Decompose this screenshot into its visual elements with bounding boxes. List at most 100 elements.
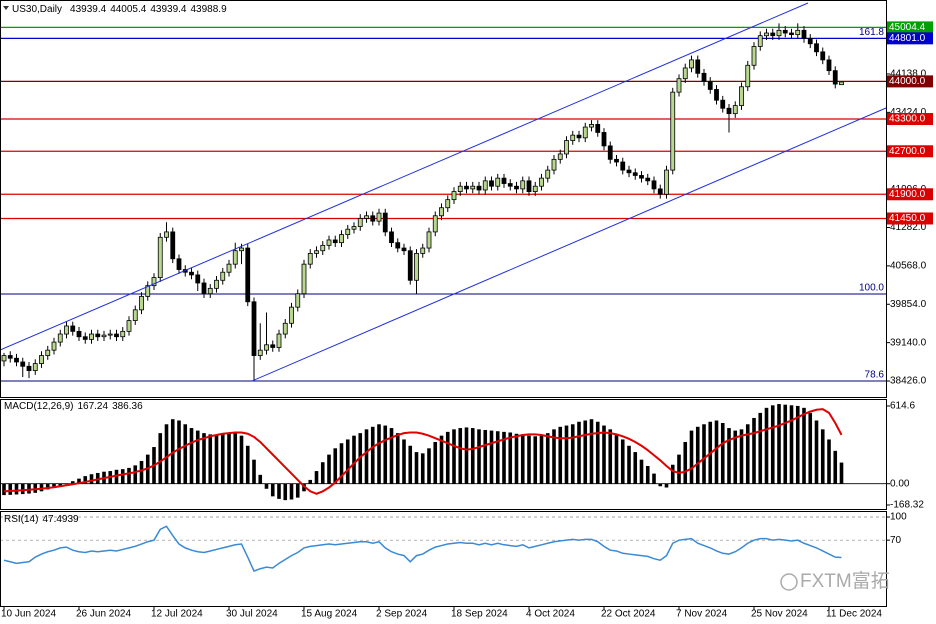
macd-bar	[339, 443, 344, 484]
macd-bar	[683, 441, 688, 484]
candle-body	[776, 29, 782, 37]
candle-body	[282, 322, 288, 335]
macd-bar	[364, 429, 369, 484]
candle-body	[351, 226, 357, 230]
macd-bar	[758, 412, 763, 484]
candle-body	[276, 333, 282, 348]
rsi-header: RSI(14) 47.4939	[4, 514, 79, 525]
candle-body	[795, 29, 801, 36]
macd-bar	[127, 467, 131, 484]
candle-body	[764, 32, 769, 37]
macd-signal-line	[3, 408, 843, 495]
macd-bar	[727, 428, 731, 484]
macd-bar	[70, 481, 75, 484]
candle-body	[120, 330, 126, 338]
candle-body	[570, 134, 576, 141]
candle-body	[232, 250, 238, 265]
candle-body	[189, 271, 194, 276]
candle-body	[401, 247, 407, 252]
candle-body	[614, 158, 619, 163]
macd-bar	[45, 483, 50, 490]
candle-body	[157, 236, 163, 278]
macd-bar	[789, 405, 794, 484]
x-tick-label: 15 Aug 2024	[301, 609, 358, 620]
level-label-box	[887, 145, 933, 158]
symbol-icon	[3, 6, 9, 10]
watermark: FXTM富拓	[800, 570, 890, 592]
candle-body	[464, 185, 469, 190]
candle-body	[20, 361, 26, 367]
candle-body	[507, 183, 513, 187]
candle-body	[14, 357, 19, 363]
candle-body	[601, 132, 607, 147]
macd-bar	[483, 429, 488, 484]
macd-bar	[539, 435, 544, 484]
candle-body	[239, 247, 244, 252]
macd-bar	[614, 434, 619, 484]
candle-body	[439, 207, 444, 217]
candle-body	[207, 287, 213, 295]
level-label-box	[887, 188, 933, 201]
level-label: 44000.0	[889, 76, 926, 87]
macd-bar	[445, 431, 450, 484]
candle-body	[89, 333, 94, 340]
macd-bar	[370, 426, 375, 484]
fib-label: 161.8	[859, 27, 884, 38]
candle-body	[301, 263, 307, 295]
macd-bar	[495, 431, 500, 484]
macd-bar	[739, 429, 744, 484]
candle-body	[170, 231, 176, 260]
candle-body	[545, 169, 551, 179]
macd-bar	[133, 465, 138, 484]
candle-body	[539, 177, 544, 187]
candle-body	[739, 86, 744, 106]
macd-bar	[395, 433, 400, 484]
x-tick-label: 11 Dec 2024	[826, 609, 882, 620]
candle-body	[289, 306, 294, 324]
macd-bar	[277, 483, 281, 499]
macd-bar	[627, 445, 631, 484]
candle-body	[820, 51, 826, 61]
candle-body	[395, 242, 401, 249]
y-tick-label: 40568.0	[890, 261, 927, 272]
macd-bar	[545, 433, 550, 484]
macd-bar	[833, 450, 838, 484]
macd-bar	[452, 429, 456, 484]
candle-body	[39, 355, 44, 365]
rsi-label: RSI(14)	[4, 514, 38, 525]
macd-bar	[595, 421, 600, 484]
candle-body	[451, 191, 457, 201]
macd-bar	[220, 434, 225, 484]
candle-body	[595, 123, 601, 133]
candle-body	[32, 363, 38, 371]
channel-lower	[251, 107, 887, 382]
candle-body	[770, 32, 776, 37]
candle-body	[514, 185, 519, 190]
level-label-box	[887, 32, 933, 45]
macd-hist-value: 167.24	[77, 401, 108, 412]
candle-body	[332, 239, 338, 244]
candle-body	[270, 344, 276, 348]
macd-bar	[745, 424, 750, 484]
low-value: 43939.4	[150, 4, 187, 15]
candle-body	[732, 105, 738, 115]
x-tick-label: 2 Sep 2024	[376, 609, 428, 620]
macd-bar	[195, 430, 200, 484]
macd-bar	[820, 429, 825, 484]
macd-bar	[352, 435, 356, 484]
price-panel-frame	[0, 0, 887, 398]
watermark-logo	[780, 573, 798, 591]
macd-bar	[439, 435, 444, 484]
y-tick-label: 39140.0	[890, 337, 927, 348]
macd-bar	[320, 462, 325, 484]
candle-body	[582, 126, 588, 139]
candle-body	[501, 177, 507, 184]
macd-bar	[283, 483, 288, 501]
macd-bar	[620, 439, 625, 484]
macd-bar	[702, 424, 706, 484]
candle-body	[7, 355, 13, 359]
candle-body	[45, 349, 51, 356]
